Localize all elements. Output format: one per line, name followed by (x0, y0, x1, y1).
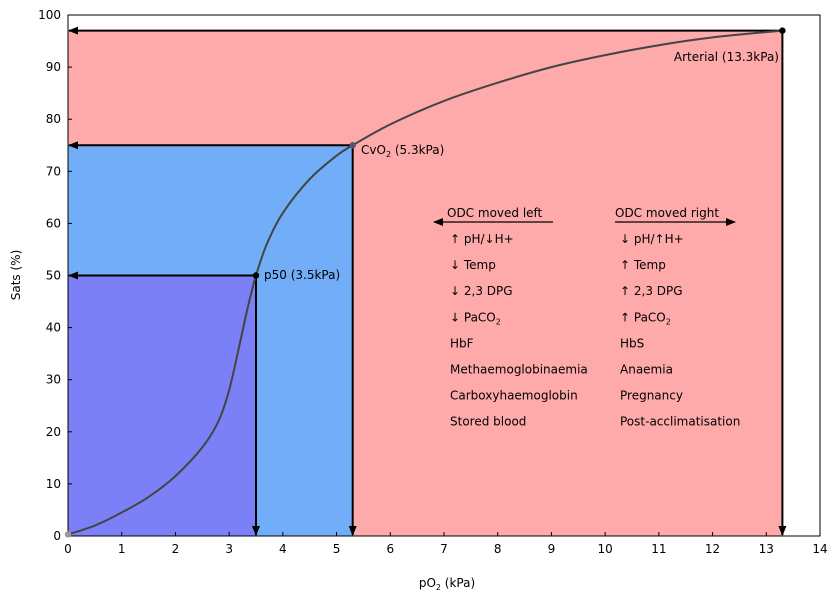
y-axis-title: Sats (%) (9, 250, 23, 301)
right-shift-item: ↑ 2,3 DPG (620, 284, 683, 298)
left-shift-item: Methaemoglobinaemia (450, 363, 588, 377)
right-shift-list: ↓ pH/↑H+ ↑ Temp ↑ 2,3 DPG ↑ PaCO2 HbS Anaemia… (620, 232, 740, 429)
right-shift-item: Anaemia (620, 363, 673, 377)
y-tick-label: 80 (46, 112, 61, 126)
arterial-label: Arterial (13.3kPa) (674, 50, 779, 64)
dissociation-curve (67, 29, 783, 536)
x-tick-label: 14 (812, 542, 827, 556)
guide-arrows (68, 26, 787, 536)
y-tick-label: 100 (38, 8, 61, 22)
axes: 0 1 2 3 4 5 6 7 8 9 10 11 12 13 1401020304050607080901… (38, 8, 828, 556)
x-tick-label: 12 (705, 542, 720, 556)
left-shift-item: HbF (450, 336, 474, 350)
x-tick-label: 1 (118, 542, 126, 556)
y-tick-label: 70 (46, 164, 61, 178)
curve-point-3 (779, 27, 786, 34)
left-shift-item: ↑ pH/↓H+ (450, 232, 514, 246)
left-shift-item: Stored blood (450, 415, 526, 429)
y-tick-label: 10 (46, 477, 61, 491)
y-tick-label: 40 (46, 321, 61, 335)
left-shift-item: ↓ Temp (450, 258, 496, 272)
curve-point-1 (252, 272, 260, 279)
y-tick-label: 90 (46, 60, 61, 74)
right-shift-item: ↑ Temp (620, 258, 666, 272)
left-shift-item: ↓ 2,3 DPG (450, 284, 513, 298)
cvo2-label: CvO2 (5.3kPa) (361, 143, 444, 159)
shaded-regions (68, 30, 783, 536)
left-shift-title: ODC moved left (447, 206, 543, 220)
right-shift-item: Post-acclimatisation (620, 415, 740, 429)
x-axis-title: pO2 (kPa) (419, 576, 475, 592)
left-shift-item: Carboxyhaemoglobin (450, 389, 578, 403)
x-tick-label: 13 (759, 542, 774, 556)
curve-points (64, 27, 786, 538)
region-2 (68, 275, 256, 536)
p50-label: p50 (3.5kPa) (264, 268, 340, 282)
x-tick-label: 4 (279, 542, 287, 556)
curve-point-2 (349, 142, 356, 149)
x-tick-label: 3 (225, 542, 233, 556)
x-tick-label: 7 (440, 542, 448, 556)
y-tick-label: 20 (46, 425, 61, 439)
right-shift-item: Pregnancy (620, 389, 683, 403)
x-tick-label: 11 (651, 542, 666, 556)
right-shift-item: ↑ PaCO2 (620, 310, 671, 326)
x-tick-label: 9 (548, 542, 556, 556)
x-tick-label: 5 (333, 542, 341, 556)
right-shift-item: HbS (620, 336, 644, 350)
left-shift-item: ↓ PaCO2 (450, 310, 501, 326)
x-tick-label: 6 (386, 542, 394, 556)
y-tick-label: 60 (46, 216, 61, 230)
right-shift-item: ↓ pH/↑H+ (620, 232, 684, 246)
x-tick-label: 2 (172, 542, 180, 556)
left-shift-list: ↑ pH/↓H+ ↓ Temp ↓ 2,3 DPG ↓ PaCO2 HbF Methaem… (450, 232, 588, 429)
y-tick-label: 50 (46, 269, 61, 283)
x-tick-label: 10 (598, 542, 613, 556)
curve-point-0 (64, 531, 72, 538)
x-tick-label: 8 (494, 542, 502, 556)
y-tick-label: 0 (53, 529, 61, 543)
right-shift-title: ODC moved right (615, 206, 719, 220)
x-tick-label: 0 (64, 542, 72, 556)
y-tick-label: 30 (46, 373, 61, 387)
